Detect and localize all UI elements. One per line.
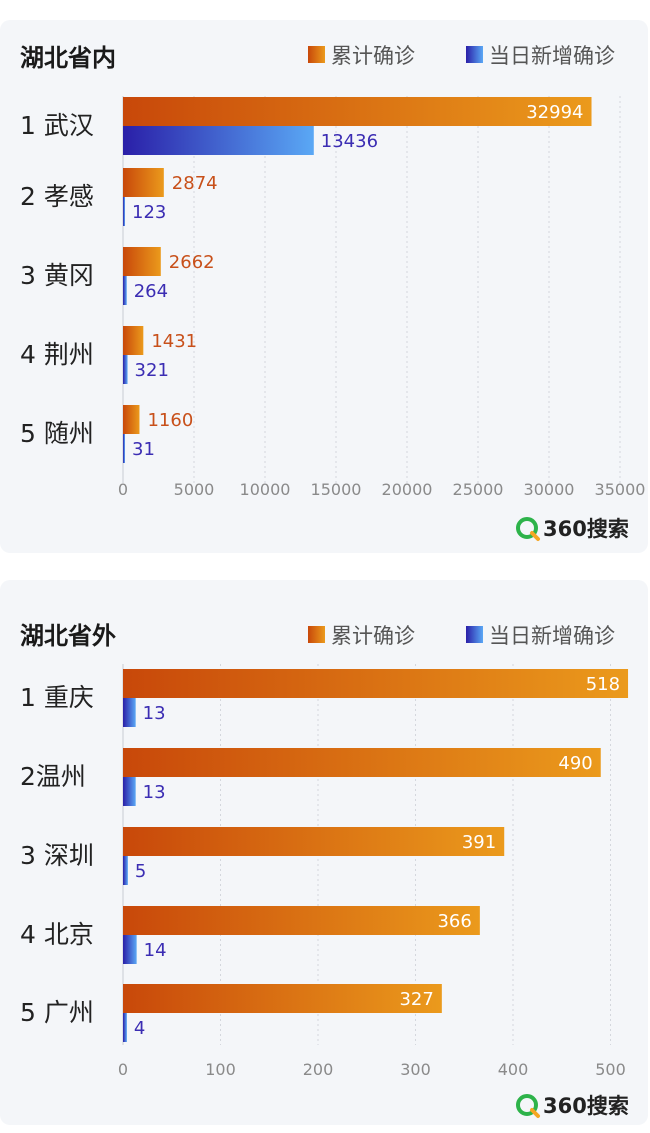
data-label-cumulative: 1160 <box>147 410 193 431</box>
data-label-new: 13 <box>143 782 166 803</box>
chart-svg: 湖北省外 累计确诊 当日新增确诊 1 重庆 2温州 3 深圳 4 北京 5 广州 518… <box>20 622 629 1118</box>
bar-cumulative <box>123 748 601 777</box>
bar-new <box>123 777 136 806</box>
legend-swatch-cumulative <box>308 626 325 643</box>
x-tick-label: 200 <box>303 1060 334 1079</box>
category-label: 2温州 <box>20 762 86 791</box>
data-label-cumulative: 490 <box>558 753 592 774</box>
data-label-new: 13436 <box>321 131 378 152</box>
legend: 累计确诊 当日新增确诊 <box>308 44 615 68</box>
brand-logo: 360搜索 <box>516 1094 629 1118</box>
brand-logo-icon <box>516 517 538 539</box>
brand-logo: 360搜索 <box>516 517 629 541</box>
x-tick-label: 30000 <box>524 480 575 499</box>
data-label-new: 264 <box>134 281 168 302</box>
x-tick-label: 25000 <box>453 480 504 499</box>
bar-new <box>123 197 125 226</box>
chart-panel-hubei-inside: 湖北省内 累计确诊 当日新增确诊 1 武汉 2 孝感 3 黄冈 4 荆州 5 随州 32… <box>0 20 648 553</box>
category-label: 3 黄冈 <box>20 261 94 290</box>
category-label: 5 随州 <box>20 419 94 448</box>
x-tick-label: 0 <box>118 1060 128 1079</box>
data-label-cumulative: 327 <box>399 989 433 1010</box>
category-label: 4 北京 <box>20 920 94 949</box>
bar-cumulative <box>123 97 592 126</box>
legend: 累计确诊 当日新增确诊 <box>308 624 615 648</box>
legend-swatch-cumulative <box>308 46 325 63</box>
bar-cumulative <box>123 326 144 355</box>
x-tick-label: 10000 <box>240 480 291 499</box>
legend-swatch-new <box>466 46 483 63</box>
bar-new <box>123 126 314 155</box>
legend-swatch-new <box>466 626 483 643</box>
category-label: 1 武汉 <box>20 111 94 140</box>
legend-label-cumulative: 累计确诊 <box>331 624 415 648</box>
data-label-cumulative: 2662 <box>169 252 215 273</box>
x-tick-label: 0 <box>118 480 128 499</box>
category-label: 3 深圳 <box>20 841 94 870</box>
chart-svg: 湖北省内 累计确诊 当日新增确诊 1 武汉 2 孝感 3 黄冈 4 荆州 5 随州 32… <box>20 44 646 541</box>
brand-logo-handle <box>530 531 540 541</box>
category-label: 5 广州 <box>20 998 94 1027</box>
data-label-cumulative: 32994 <box>526 102 583 123</box>
chart-title: 湖北省内 <box>20 44 116 72</box>
x-tick-label: 5000 <box>174 480 215 499</box>
bar-new <box>123 355 128 384</box>
brand-logo-handle <box>530 1108 540 1118</box>
bar-cumulative <box>123 669 629 698</box>
brand-text: 360搜索 <box>543 517 629 541</box>
data-label-cumulative: 518 <box>586 674 620 695</box>
category-label: 4 荆州 <box>20 340 94 369</box>
data-label-cumulative: 1431 <box>151 331 197 352</box>
x-tick-label: 400 <box>498 1060 529 1079</box>
data-label-cumulative: 366 <box>437 911 471 932</box>
data-label-cumulative: 2874 <box>172 173 218 194</box>
x-tick-label: 20000 <box>382 480 433 499</box>
category-label: 1 重庆 <box>20 683 94 712</box>
x-tick-label: 100 <box>205 1060 236 1079</box>
data-label-cumulative: 391 <box>462 832 496 853</box>
brand-logo-icon <box>516 1094 538 1116</box>
bar-cumulative <box>123 984 442 1013</box>
bar-new <box>123 276 127 305</box>
data-label-new: 5 <box>135 861 146 882</box>
data-label-new: 31 <box>132 439 155 460</box>
data-label-new: 123 <box>132 202 166 223</box>
x-tick-label: 15000 <box>311 480 362 499</box>
legend-label-new: 当日新增确诊 <box>489 624 615 648</box>
bar-cumulative <box>123 827 505 856</box>
legend-label-new: 当日新增确诊 <box>489 44 615 68</box>
category-label: 2 孝感 <box>20 182 94 211</box>
bar-new <box>123 698 136 727</box>
bar-new <box>123 856 128 885</box>
bar-new <box>123 935 137 964</box>
bar-cumulative <box>123 168 164 197</box>
data-label-new: 4 <box>134 1018 145 1039</box>
bar-cumulative <box>123 247 161 276</box>
bar-new <box>123 434 125 463</box>
bar-cumulative <box>123 405 140 434</box>
x-tick-label: 300 <box>400 1060 431 1079</box>
bar-cumulative <box>123 906 480 935</box>
bar-new <box>123 1013 127 1042</box>
chart-panel-hubei-outside: 湖北省外 累计确诊 当日新增确诊 1 重庆 2温州 3 深圳 4 北京 5 广州 518… <box>0 580 648 1125</box>
legend-label-cumulative: 累计确诊 <box>331 44 415 68</box>
x-tick-label: 35000 <box>595 480 646 499</box>
x-tick-label: 500 <box>595 1060 626 1079</box>
chart-title: 湖北省外 <box>20 622 116 650</box>
data-label-new: 14 <box>144 940 167 961</box>
data-label-new: 13 <box>143 703 166 724</box>
data-label-new: 321 <box>135 360 169 381</box>
brand-text: 360搜索 <box>543 1094 629 1118</box>
